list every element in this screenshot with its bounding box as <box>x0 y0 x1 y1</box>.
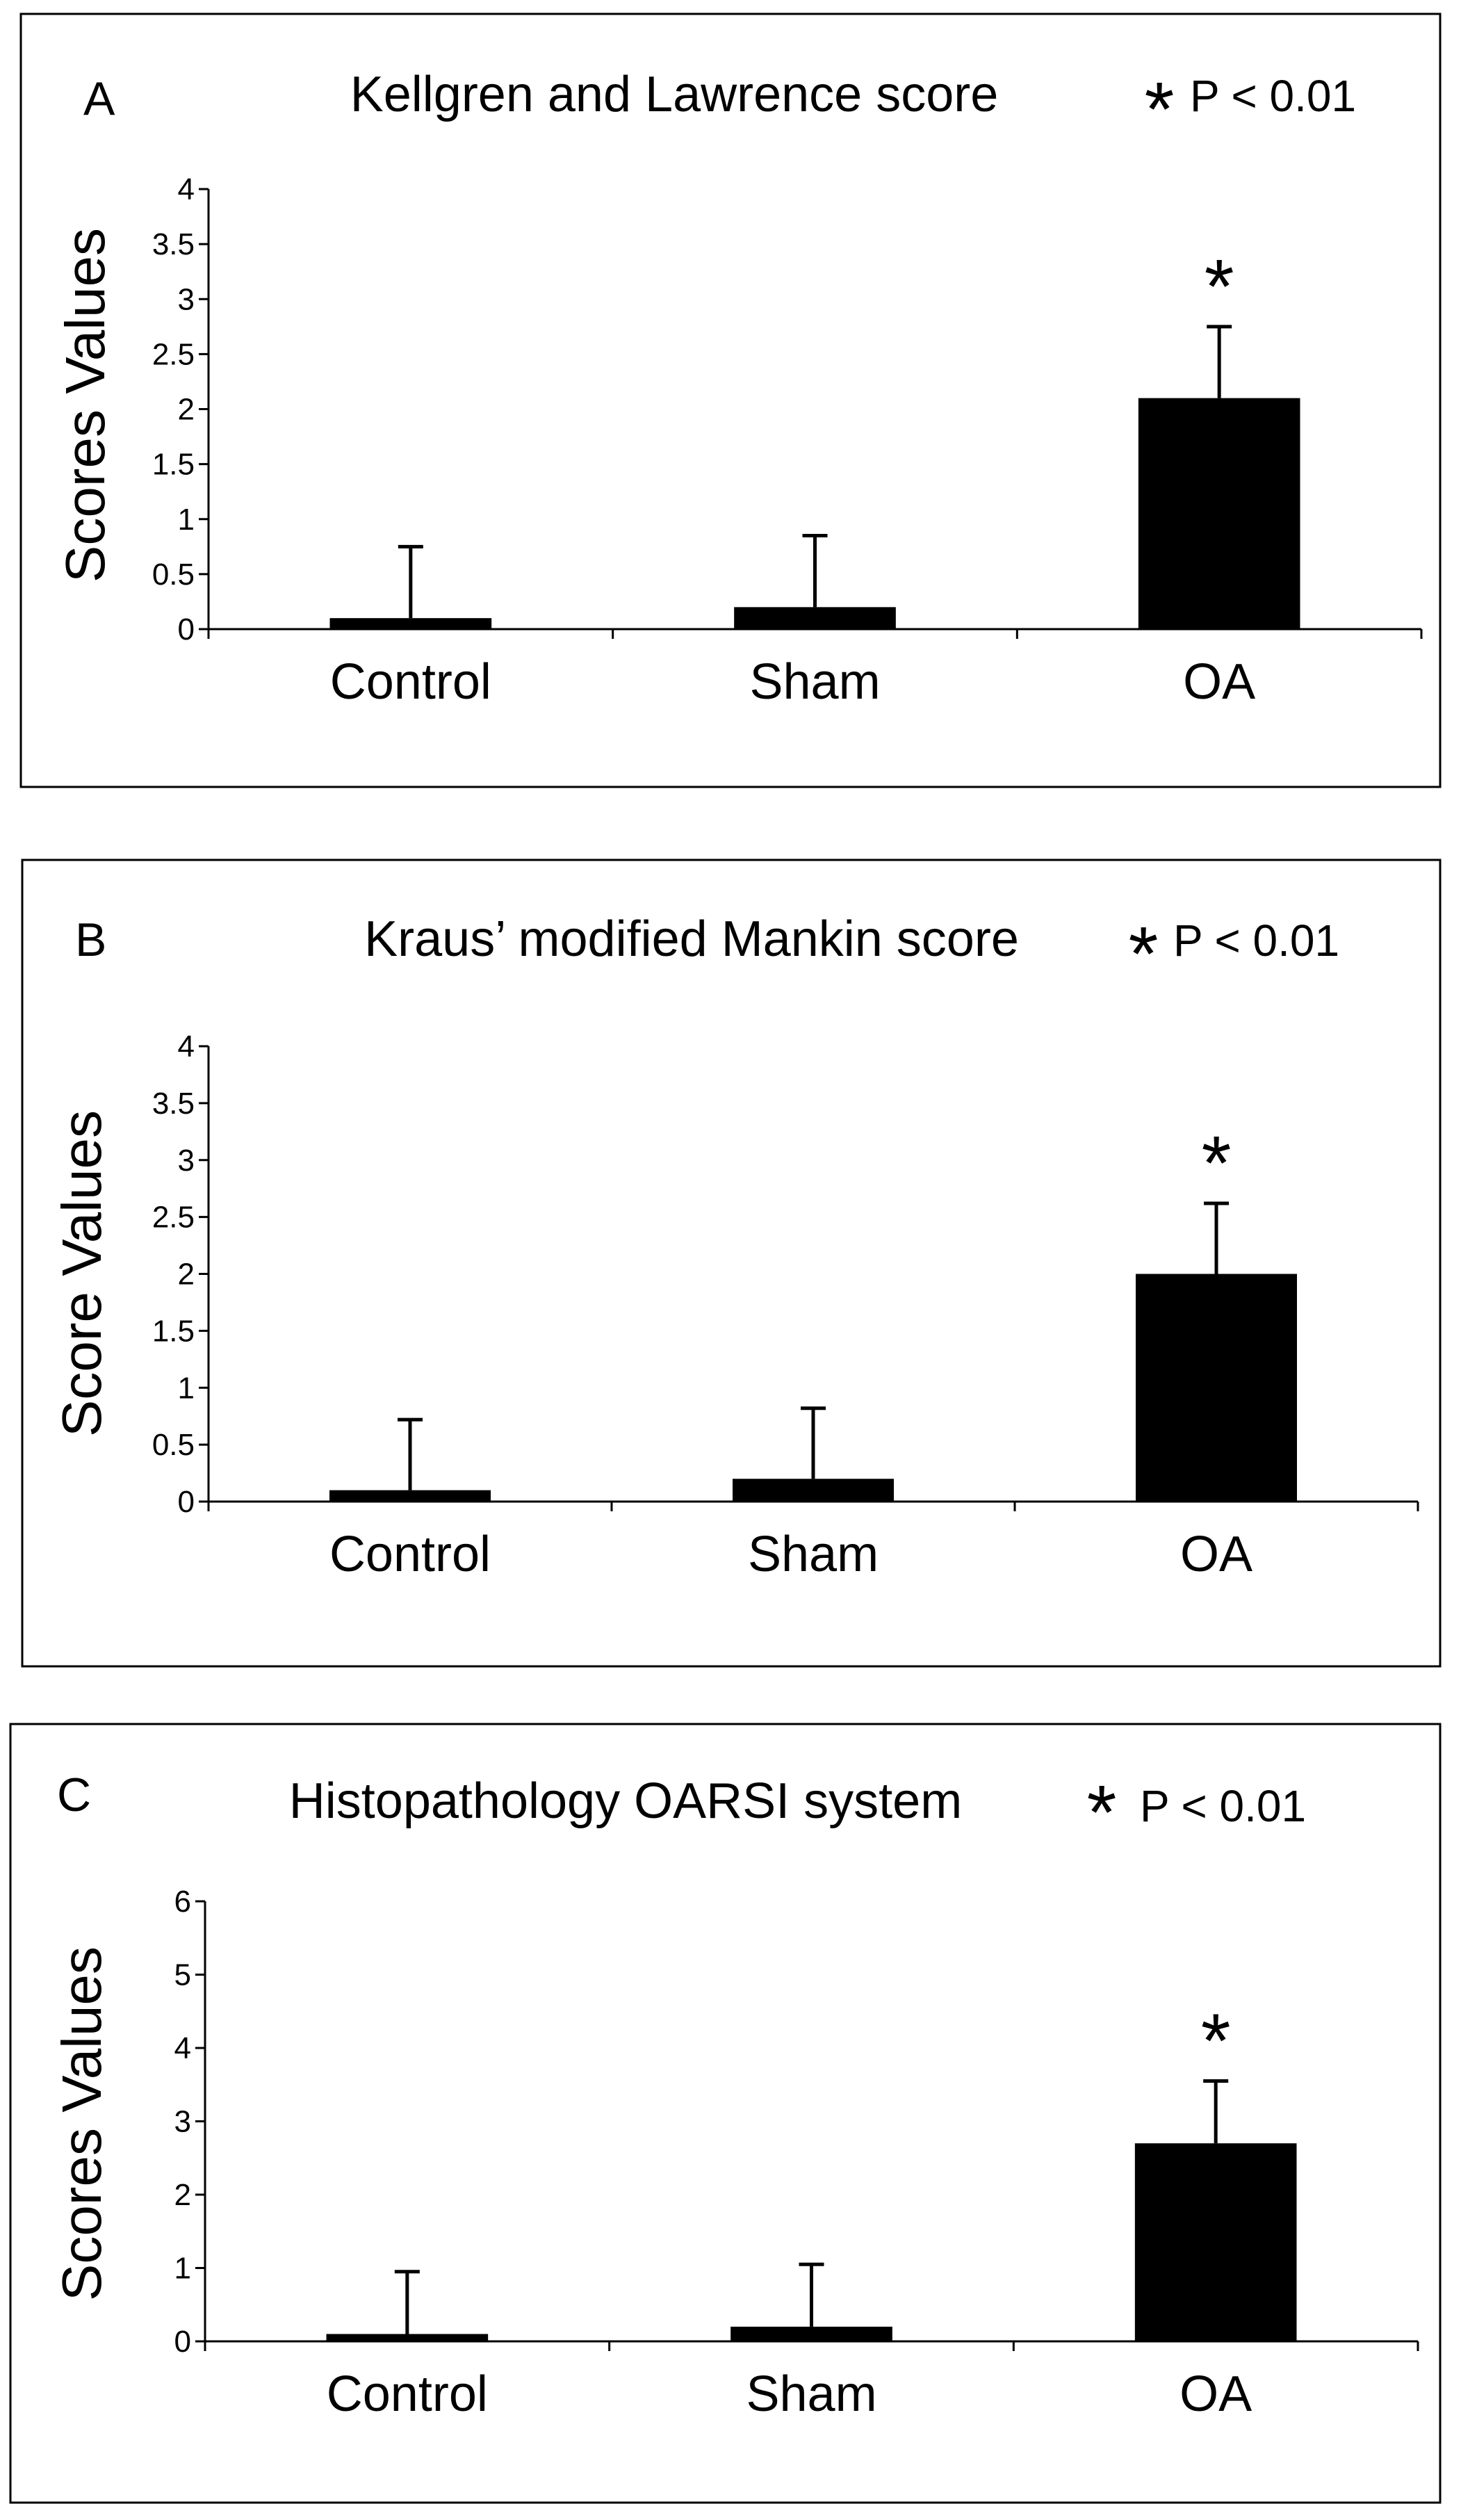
panel-a-letter: A <box>83 72 115 125</box>
panel-b-ytick-label: 1.5 <box>152 1314 195 1348</box>
panel-a-xtick-control: Control <box>330 654 491 710</box>
panel-c-xtick-sham: Sham <box>746 2366 876 2422</box>
panel-c-letter: C <box>57 1769 91 1821</box>
panel-a-ytick-label: 0 <box>178 612 195 647</box>
panel-c-ytick-label: 6 <box>174 1885 191 1919</box>
panel-c-pvalue-star: * <box>1087 1770 1117 1855</box>
panel-b-letter: B <box>75 913 106 966</box>
panel-c-xtick-control: Control <box>327 2366 488 2422</box>
panel-b-xtick-oa: OA <box>1180 1527 1252 1582</box>
panel-c-ytick-label: 1 <box>174 2252 191 2286</box>
panel-a-ytick-label: 4 <box>178 172 195 206</box>
panel-b-frame <box>21 859 1442 1668</box>
panel-b-plot: 0 0.5 1 1.5 2 2.5 3 3.5 4 Control Sham * OA <box>152 1030 1419 1582</box>
panel-b-ytick-label: 2.5 <box>152 1201 195 1235</box>
panel-a-significance-star: * <box>1205 244 1234 330</box>
panel-b-ytick-label: 4 <box>178 1030 195 1064</box>
panel-b-title: Kraus’ modified Mankin score <box>364 911 1019 967</box>
panel-a-plot: 0 0.5 1 1.5 2 2.5 3 3.5 4 Control Sham * OA <box>152 172 1423 710</box>
panel-b-ytick-label: 2 <box>178 1258 195 1292</box>
panel-b: B Kraus’ modified Mankin score * P < 0.0… <box>21 859 1442 1668</box>
panel-c-title: Histopathology OARSI system <box>289 1773 962 1829</box>
panel-a-ytick-label: 2.5 <box>152 337 195 371</box>
panel-b-bar-control <box>329 1490 491 1502</box>
panel-c-bar-oa <box>1134 2143 1297 2341</box>
panel-a-bar-sham <box>734 607 896 629</box>
panel-c-ytick-label: 2 <box>174 2178 191 2212</box>
panel-b-ytick-label: 0 <box>178 1485 195 1519</box>
panel-a-title: Kellgren and Lawrence score <box>350 67 999 122</box>
panel-c: C Histopathology OARSI system * P < 0.01… <box>9 1723 1442 2504</box>
panel-a-xtick-oa: OA <box>1183 654 1255 710</box>
panel-a-ytick-label: 3.5 <box>152 227 195 261</box>
panel-c-significance-star: * <box>1201 1998 1231 2083</box>
panel-a-ytick-label: 3 <box>178 282 195 316</box>
panel-c-ylabel: Scores Values <box>51 1946 113 2301</box>
panel-b-bar-sham <box>733 1479 894 1502</box>
panel-a-xtick-sham: Sham <box>749 654 880 710</box>
panel-c-plot: 0 1 2 3 4 5 6 Control Sham * OA <box>174 1885 1419 2422</box>
panel-c-ytick-label: 0 <box>174 2325 191 2359</box>
panel-a: A Kellgren and Lawrence score * P < 0.01… <box>19 13 1442 788</box>
panel-b-ylabel: Score Values <box>51 1110 113 1437</box>
panel-b-ytick-label: 3.5 <box>152 1087 195 1121</box>
panel-b-xtick-sham: Sham <box>748 1527 879 1582</box>
panel-b-bar-oa <box>1136 1274 1297 1502</box>
panel-a-ytick-label: 0.5 <box>152 558 195 592</box>
panel-c-ytick-label: 4 <box>174 2031 191 2065</box>
panel-a-pvalue-star: * <box>1145 67 1175 152</box>
panel-c-bar-control <box>326 2334 489 2341</box>
panel-b-significance-star: * <box>1202 1121 1232 1206</box>
panel-b-ytick-label: 3 <box>178 1144 195 1178</box>
panel-c-ytick-label: 3 <box>174 2105 191 2139</box>
panel-a-ytick-label: 2 <box>178 393 195 427</box>
panel-a-ytick-label: 1 <box>178 503 195 537</box>
panel-c-xtick-oa: OA <box>1180 2366 1252 2422</box>
panel-b-pvalue-star: * <box>1129 911 1159 997</box>
panel-a-bar-control <box>329 618 492 629</box>
panel-b-xtick-control: Control <box>329 1527 491 1582</box>
panel-c-ytick-label: 5 <box>174 1958 191 1992</box>
panel-a-ytick-label: 1.5 <box>152 448 195 482</box>
panel-a-ylabel: Scores Values <box>54 228 116 583</box>
panel-b-ytick-label: 1 <box>178 1371 195 1405</box>
panel-a-pvalue: P < 0.01 <box>1190 71 1356 121</box>
panel-b-ytick-label: 0.5 <box>152 1428 195 1462</box>
panel-c-pvalue: P < 0.01 <box>1140 1781 1306 1831</box>
panel-c-frame <box>9 1723 1442 2504</box>
panel-a-bar-oa <box>1138 398 1300 629</box>
panel-b-pvalue: P < 0.01 <box>1173 916 1339 966</box>
panel-c-bar-sham <box>730 2326 892 2341</box>
